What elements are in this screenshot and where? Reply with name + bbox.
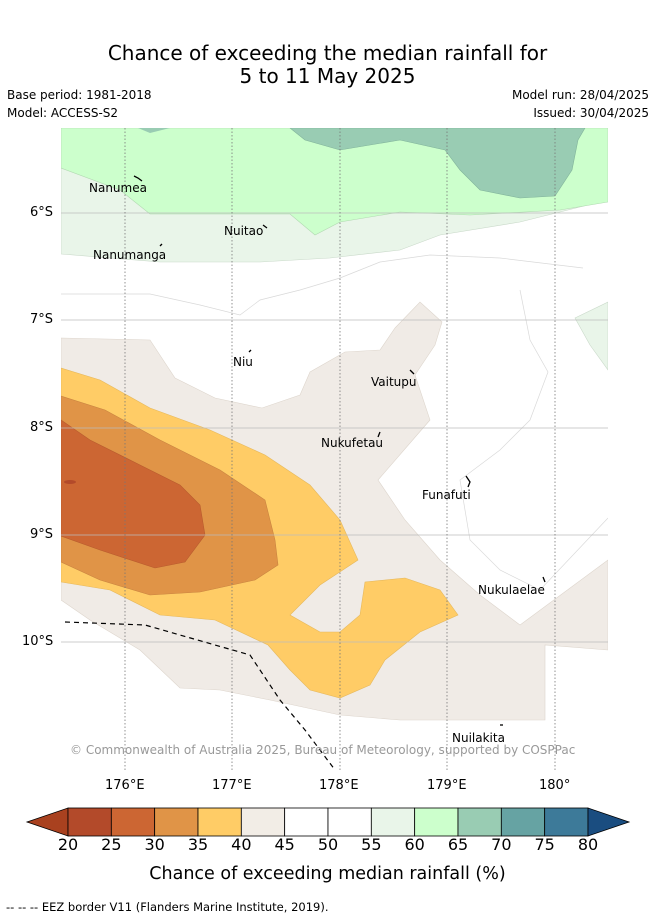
lon-label-179e: 179°E bbox=[427, 778, 467, 793]
colorbar bbox=[25, 807, 631, 837]
colorbar-segment bbox=[500, 807, 546, 837]
contour-65-70-b bbox=[138, 128, 170, 133]
island-label-nukufetau: Nukufetau bbox=[321, 436, 384, 450]
eez-footnote: -- -- -- EEZ border V11 (Flanders Marine… bbox=[6, 900, 329, 914]
copyright-notice: © Commonwealth of Australia 2025, Bureau… bbox=[70, 743, 576, 757]
island-label-vaitupu: Vaitupu bbox=[371, 375, 417, 389]
colorbar-tick-label: 20 bbox=[57, 835, 79, 854]
lat-label-8s: 8°S bbox=[30, 420, 54, 435]
lat-label-7s: 7°S bbox=[30, 312, 54, 327]
colorbar-segment bbox=[197, 807, 242, 837]
nuitao-shape bbox=[262, 224, 268, 229]
island-shapes bbox=[133, 175, 546, 726]
base-period: Base period: 1981-2018 bbox=[7, 88, 152, 102]
map-title-line2: 5 to 11 May 2025 bbox=[239, 64, 416, 88]
colorbar-segment bbox=[544, 807, 589, 837]
colorbar-tick-label: 30 bbox=[144, 835, 165, 854]
colorbar-segment bbox=[110, 807, 156, 837]
nanumanga-shape bbox=[159, 243, 163, 247]
niu-shape bbox=[248, 349, 252, 353]
colorbar-segment bbox=[284, 807, 329, 837]
nanumea-shape bbox=[133, 175, 143, 182]
colorbar-segment bbox=[457, 807, 502, 837]
island-label-nuitao: Nuitao bbox=[224, 224, 264, 238]
colorbar-title: Chance of exceeding median rainfall (%) bbox=[149, 864, 506, 884]
island-label-nuilakita: Nuilakita bbox=[452, 731, 505, 745]
colorbar-tick-label: 45 bbox=[274, 835, 295, 854]
issued-date: Issued: 30/04/2025 bbox=[533, 106, 649, 120]
colorbar-tick-label: 50 bbox=[317, 835, 339, 854]
eez-border bbox=[64, 621, 336, 771]
colorbar-tick-label: 75 bbox=[534, 835, 555, 854]
latitude-lines bbox=[61, 212, 608, 643]
nukulaelae-shape bbox=[542, 576, 546, 583]
colorbar-tick-label: 35 bbox=[187, 835, 209, 854]
map-contours bbox=[61, 128, 608, 771]
lon-label-176e: 176°E bbox=[105, 778, 145, 793]
colorbar-tick-label: 55 bbox=[361, 835, 382, 854]
colorbar-extend-low bbox=[25, 807, 69, 837]
lon-label-178e: 178°E bbox=[319, 778, 359, 793]
colorbar-segment bbox=[327, 807, 372, 837]
lat-label-9s: 9°S bbox=[30, 527, 54, 542]
lon-label-180: 180° bbox=[539, 778, 571, 793]
lon-label-177e: 177°E bbox=[212, 778, 252, 793]
colorbar-segment bbox=[414, 807, 459, 837]
island-label-nanumanga: Nanumanga bbox=[93, 248, 167, 262]
colorbar-segment bbox=[370, 807, 416, 837]
vaitupu-shape bbox=[409, 369, 415, 375]
contour-55-60-east bbox=[574, 301, 608, 371]
colorbar-tick-label: 80 bbox=[577, 835, 599, 854]
island-label-niu: Niu bbox=[233, 355, 253, 369]
colorbar-tick-label: 25 bbox=[101, 835, 122, 854]
model-run: Model run: 28/04/2025 bbox=[511, 88, 649, 102]
colorbar-tick-label: 65 bbox=[447, 835, 469, 854]
island-label-nukulaelae: Nukulaelae bbox=[478, 583, 545, 597]
map-title-line1: Chance of exceeding the median rainfall … bbox=[107, 41, 548, 65]
colorbar-segment bbox=[154, 807, 199, 837]
island-label-nanumea: Nanumea bbox=[89, 181, 147, 195]
colorbar-segment bbox=[67, 807, 112, 837]
colorbar-segment bbox=[240, 807, 286, 837]
colorbar-tick-label: 40 bbox=[231, 835, 252, 854]
colorbar-tick-label: 70 bbox=[491, 835, 512, 854]
colorbar-extend-high bbox=[587, 807, 631, 837]
lat-label-6s: 6°S bbox=[30, 205, 54, 220]
island-label-funafuti: Funafuti bbox=[422, 488, 471, 502]
longitude-lines bbox=[124, 128, 556, 771]
funafuti-shape bbox=[465, 475, 471, 488]
lat-label-10s: 10°S bbox=[22, 634, 54, 649]
colorbar-tick-label: 60 bbox=[404, 835, 425, 854]
nukufetau-shape bbox=[377, 431, 381, 438]
model-name: Model: ACCESS-S2 bbox=[7, 106, 119, 120]
